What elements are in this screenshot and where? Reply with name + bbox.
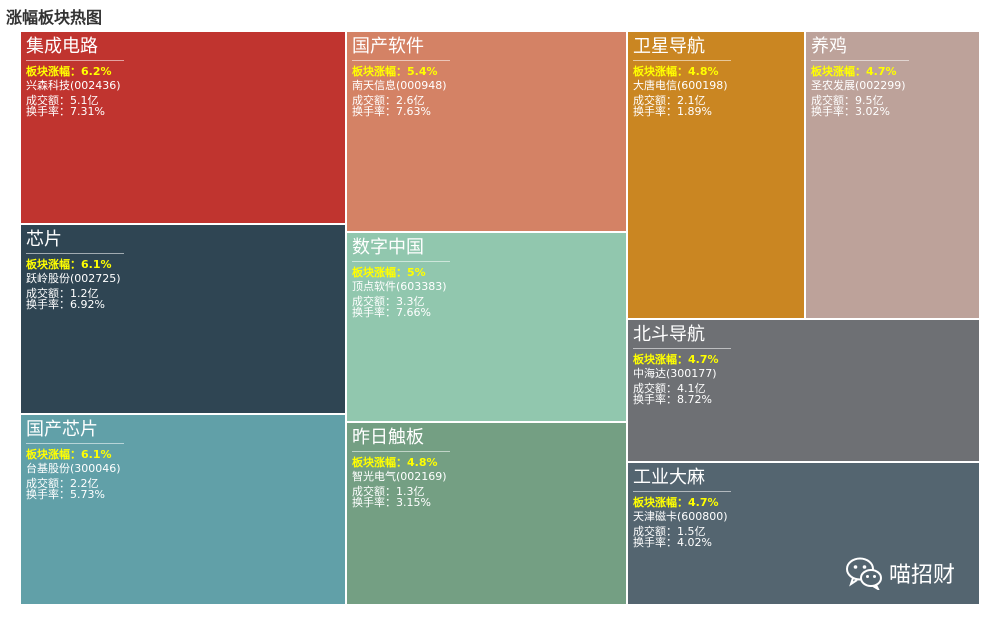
- trade-volume: 成交额：1.3亿: [352, 485, 425, 498]
- name-underline: [633, 60, 731, 61]
- name-underline: [352, 60, 450, 61]
- name-underline: [352, 261, 450, 262]
- leading-stock: 南天信息(000948): [352, 79, 447, 92]
- watermark: 喵招财: [845, 555, 955, 591]
- treemap-tile-digital-china[interactable]: 数字中国板块涨幅：5% 顶点软件(603383) 成交额：3.3亿 换手率：7.66%: [346, 232, 627, 422]
- turnover-rate: 换手率：3.15%: [352, 496, 431, 509]
- name-underline: [26, 443, 124, 444]
- treemap-tile-satellite-navigation[interactable]: 卫星导航板块涨幅：4.8% 大唐电信(600198) 成交额：2.1亿 换手率：1.8…: [627, 31, 805, 319]
- wechat-icon: [846, 557, 882, 590]
- name-underline: [352, 451, 450, 452]
- name-underline: [26, 253, 124, 254]
- trade-volume: 成交额：1.5亿: [633, 525, 706, 538]
- treemap-tile-industrial-hemp[interactable]: 工业大麻板块涨幅：4.7% 天津磁卡(600800) 成交额：1.5亿 换手率：4.0…: [627, 462, 980, 605]
- name-underline: [811, 60, 909, 61]
- trade-volume: 成交额：2.2亿: [26, 477, 99, 490]
- trade-volume: 成交额：9.5亿: [811, 94, 884, 107]
- name-underline: [633, 348, 731, 349]
- turnover-rate: 换手率：8.72%: [633, 393, 712, 406]
- sector-name: 芯片: [26, 229, 62, 250]
- leading-stock: 圣农发展(002299): [811, 79, 906, 92]
- sector-name: 工业大麻: [633, 467, 705, 488]
- treemap-tile-domestic-software[interactable]: 国产软件板块涨幅：5.4% 南天信息(000948) 成交额：2.6亿 换手率：7.6…: [346, 31, 627, 232]
- turnover-rate: 换手率：5.73%: [26, 488, 105, 501]
- trade-volume: 成交额：4.1亿: [633, 382, 706, 395]
- sector-name: 国产软件: [352, 36, 424, 57]
- sector-change: 板块涨幅：4.7%: [633, 353, 719, 366]
- turnover-rate: 换手率：3.02%: [811, 105, 890, 118]
- turnover-rate: 换手率：1.89%: [633, 105, 712, 118]
- leading-stock: 顶点软件(603383): [352, 280, 447, 293]
- treemap-tile-domestic-chip[interactable]: 国产芯片板块涨幅：6.1% 台基股份(300046) 成交额：2.2亿 换手率：5.7…: [20, 414, 346, 605]
- turnover-rate: 换手率：7.63%: [352, 105, 431, 118]
- sector-change: 板块涨幅：4.8%: [352, 456, 438, 469]
- sector-name: 卫星导航: [633, 36, 705, 57]
- turnover-rate: 换手率：7.31%: [26, 105, 105, 118]
- sector-name: 北斗导航: [633, 324, 705, 345]
- leading-stock: 兴森科技(002436): [26, 79, 121, 92]
- treemap-tile-chip[interactable]: 芯片板块涨幅：6.1% 跃岭股份(002725) 成交额：1.2亿 换手率：6.92%: [20, 224, 346, 414]
- leading-stock: 跃岭股份(002725): [26, 272, 121, 285]
- watermark-text: 喵招财: [889, 563, 956, 588]
- name-underline: [633, 491, 731, 492]
- leading-stock: 大唐电信(600198): [633, 79, 728, 92]
- trade-volume: 成交额：1.2亿: [26, 287, 99, 300]
- leading-stock: 台基股份(300046): [26, 462, 121, 475]
- sector-change: 板块涨幅：5.4%: [352, 65, 438, 78]
- sector-change: 板块涨幅：6.1%: [26, 448, 112, 461]
- sector-change: 板块涨幅：4.8%: [633, 65, 719, 78]
- sector-name: 养鸡: [811, 36, 847, 57]
- treemap-tile-chicken-farming[interactable]: 养鸡板块涨幅：4.7% 圣农发展(002299) 成交额：9.5亿 换手率：3.02%: [805, 31, 980, 319]
- sector-change: 板块涨幅：4.7%: [811, 65, 897, 78]
- sector-name: 昨日触板: [352, 427, 424, 448]
- chart-title: 涨幅板块热图: [6, 8, 103, 27]
- sector-name: 数字中国: [352, 237, 424, 258]
- leading-stock: 智光电气(002169): [352, 470, 447, 483]
- trade-volume: 成交额：3.3亿: [352, 295, 425, 308]
- trade-volume: 成交额：5.1亿: [26, 94, 99, 107]
- sector-name: 国产芯片: [26, 419, 98, 440]
- name-underline: [26, 60, 124, 61]
- trade-volume: 成交额：2.6亿: [352, 94, 425, 107]
- sector-change: 板块涨幅：6.1%: [26, 258, 112, 271]
- treemap-tile-beidou-navigation[interactable]: 北斗导航板块涨幅：4.7% 中海达(300177) 成交额：4.1亿 换手率：8.72…: [627, 319, 980, 462]
- leading-stock: 中海达(300177): [633, 367, 717, 380]
- turnover-rate: 换手率：4.02%: [633, 536, 712, 549]
- treemap-tile-integrated-circuit[interactable]: 集成电路板块涨幅：6.2% 兴森科技(002436) 成交额：5.1亿 换手率：7.3…: [20, 31, 346, 224]
- treemap-tile-yesterday-limit[interactable]: 昨日触板板块涨幅：4.8% 智光电气(002169) 成交额：1.3亿 换手率：3.1…: [346, 422, 627, 605]
- sector-change: 板块涨幅：5%: [352, 266, 426, 279]
- turnover-rate: 换手率：6.92%: [26, 298, 105, 311]
- trade-volume: 成交额：2.1亿: [633, 94, 706, 107]
- sector-change: 板块涨幅：4.7%: [633, 496, 719, 509]
- leading-stock: 天津磁卡(600800): [633, 510, 728, 523]
- sector-change: 板块涨幅：6.2%: [26, 65, 112, 78]
- sector-name: 集成电路: [26, 36, 98, 57]
- turnover-rate: 换手率：7.66%: [352, 306, 431, 319]
